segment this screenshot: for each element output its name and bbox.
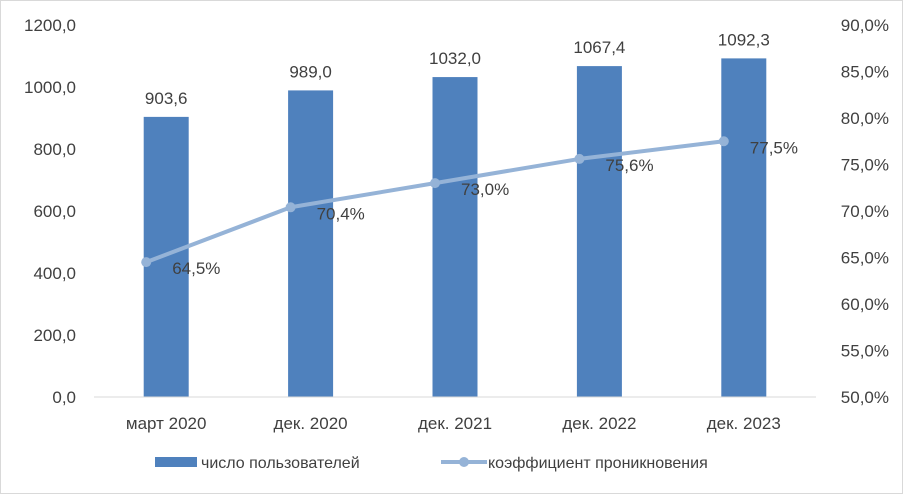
left-axis-tick-label: 0,0	[52, 388, 76, 407]
left-axis-tick-label: 200,0	[33, 326, 76, 345]
bar-value-label: 989,0	[289, 62, 332, 81]
legend-swatch-bar	[155, 457, 197, 467]
left-axis-tick-label: 400,0	[33, 264, 76, 283]
x-axis-tick-label: дек. 2023	[707, 414, 781, 433]
right-axis-tick-label: 60,0%	[841, 295, 889, 314]
right-axis-tick-label: 90,0%	[841, 16, 889, 35]
bar	[288, 90, 334, 397]
right-axis-tick-label: 80,0%	[841, 109, 889, 128]
line-series: 64,5% 70,4% 73,0% 75,6% 77,5%	[141, 136, 798, 278]
legend-marker-line	[459, 457, 469, 467]
bar-value-label: 1032,0	[429, 49, 481, 68]
bar	[576, 66, 622, 397]
bar	[721, 58, 767, 398]
right-axis-tick-label: 85,0%	[841, 63, 889, 82]
left-axis-tick-label: 1200,0	[24, 16, 76, 35]
left-axis-tick-label: 800,0	[33, 140, 76, 159]
bar	[143, 116, 189, 397]
line-value-label: 75,6%	[605, 156, 653, 175]
legend-label-bar: число пользователей	[201, 455, 360, 472]
bar-series: 903,6 989,0 1032,0 1067,4 1092,3	[143, 30, 770, 398]
right-axis-tick-label: 50,0%	[841, 388, 889, 407]
legend: число пользователей коэффициент проникно…	[155, 455, 708, 472]
left-axis-tick-label: 600,0	[33, 202, 76, 221]
x-axis: март 2020 дек. 2020 дек. 2021 дек. 2022 дек.…	[94, 396, 816, 433]
bar	[432, 77, 478, 397]
line-point	[718, 136, 729, 147]
x-axis-tick-label: дек. 2021	[418, 414, 492, 433]
left-axis-tick-label: 1000,0	[24, 78, 76, 97]
x-axis-tick-label: дек. 2022	[562, 414, 636, 433]
legend-label-line: коэффициент проникновения	[488, 455, 708, 472]
line-value-label: 73,0%	[461, 180, 509, 199]
right-axis-tick-label: 70,0%	[841, 202, 889, 221]
right-axis-tick-label: 75,0%	[841, 156, 889, 175]
line-point	[574, 153, 585, 164]
line-point	[430, 178, 440, 189]
bar-value-label: 1092,3	[718, 30, 770, 49]
line-value-label: 77,5%	[750, 138, 798, 157]
right-axis: 50,0% 55,0% 60,0% 65,0% 70,0% 75,0% 80,0% 85,0%…	[841, 16, 889, 407]
line-value-label: 64,5%	[172, 259, 220, 278]
right-axis-tick-label: 65,0%	[841, 249, 889, 268]
x-axis-tick-label: март 2020	[126, 414, 207, 433]
line-point	[141, 257, 152, 268]
right-axis-tick-label: 55,0%	[841, 342, 889, 361]
x-axis-tick-label: дек. 2020	[274, 414, 348, 433]
line-value-label: 70,4%	[317, 204, 365, 223]
bar-value-label: 903,6	[145, 89, 188, 108]
line-point	[285, 202, 296, 213]
bar-value-label: 1067,4	[573, 38, 625, 57]
left-axis: 0,0 200,0 400,0 600,0 800,0 1000,0 1200,0	[24, 16, 76, 407]
